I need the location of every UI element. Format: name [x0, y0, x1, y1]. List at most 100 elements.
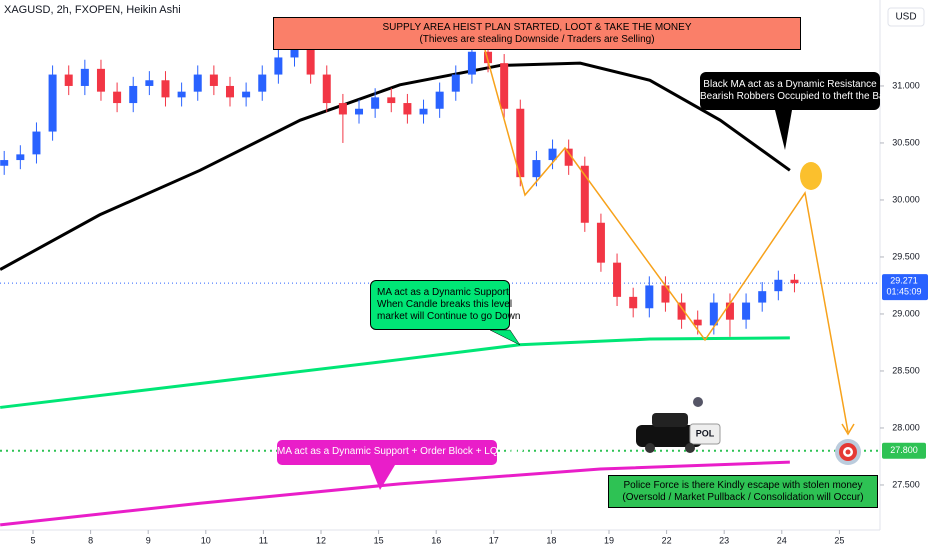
candle-body [467, 51, 476, 75]
candle-body [613, 262, 622, 297]
candle-body [274, 57, 283, 75]
annotation-box: Police Force is there Kindly escape with… [608, 475, 878, 508]
x-tick-label: 16 [431, 535, 441, 545]
candle-body [484, 51, 493, 64]
x-tick-label: 24 [777, 535, 787, 545]
annotation-text: SUPPLY AREA HEIST PLAN STARTED, LOOT & T… [382, 22, 692, 33]
annotation-text: When Candle breaks this level [377, 299, 513, 310]
candle-body [709, 302, 718, 326]
candle-body [758, 291, 767, 303]
candle-body [225, 85, 234, 98]
x-tick-label: 8 [88, 535, 93, 545]
candle-body [48, 74, 57, 132]
candle-body [338, 103, 347, 115]
callout-tail [489, 329, 521, 346]
x-tick-label: 9 [146, 535, 151, 545]
candle-body [451, 74, 460, 92]
candle-body [774, 279, 783, 292]
currency-box [887, 7, 925, 27]
annotation-text: MA act as a Dynamic Support [377, 287, 509, 298]
x-tick-label: 12 [316, 535, 326, 545]
candle-body [258, 74, 267, 92]
y-tick-label: 30.000 [892, 194, 920, 204]
candle-body [177, 91, 186, 98]
candle-body [80, 68, 89, 86]
candle-body [419, 108, 428, 115]
candle-body [355, 108, 364, 115]
annotation-text: Bearish Robbers Occupied to theft the Ba… [700, 91, 896, 102]
svg-text:POL: POL [696, 428, 715, 438]
candle-body [209, 74, 218, 86]
candle-body [161, 80, 170, 98]
last-price-label: 29.271 [890, 275, 918, 285]
y-tick-label: 28.000 [892, 422, 920, 432]
candle-body [564, 148, 573, 166]
chart-title: XAGUSD, 2h, FXOPEN, Heikin Ashi [4, 4, 181, 16]
annotation-text: Police Force is there Kindly escape with… [623, 480, 863, 491]
annotation-text: (Oversold / Market Pullback / Consolidat… [622, 492, 864, 503]
candle-body [371, 97, 380, 109]
x-tick-label: 10 [201, 535, 211, 545]
x-tick-label: 25 [834, 535, 844, 545]
level-tag [882, 442, 926, 459]
currency: USD [895, 12, 916, 23]
annotation-text: MA act as a Dynamic Support + Order Bloc… [277, 446, 524, 457]
candle-body [242, 91, 251, 98]
moving-average-line [0, 61, 791, 271]
candle-body [113, 91, 122, 104]
candle-body [725, 302, 734, 320]
candle-body [403, 103, 412, 115]
candle-body [790, 279, 799, 284]
candle-body [145, 80, 154, 86]
annotation-box: Black MA act as a Dynamic Resistance Bear… [700, 72, 896, 110]
x-tick-label: 15 [374, 535, 384, 545]
candle-body [629, 296, 638, 309]
level-label: 27.800 [890, 445, 918, 455]
candle-body [129, 85, 138, 104]
y-tick-label: 29.000 [892, 308, 920, 318]
annotation-text: (Thieves are stealing Downside / Traders… [419, 34, 655, 45]
candle-body [532, 160, 541, 178]
candle-body [0, 160, 9, 166]
projection-arrowhead [841, 423, 855, 436]
x-tick-label: 22 [662, 535, 672, 545]
pointing-hand-icon [800, 162, 822, 190]
y-tick-label: 31.000 [892, 80, 920, 90]
annotation-box: MA act as a Dynamic Support When Candle b… [370, 280, 521, 330]
candle-body [580, 165, 589, 223]
x-tick-label: 18 [546, 535, 556, 545]
annotation-text: market will Continue to go Down [377, 311, 521, 322]
candle-body [693, 319, 702, 326]
candle-body [596, 222, 605, 263]
projection-path [484, 49, 849, 433]
candle-body [435, 91, 444, 109]
candle-body [387, 97, 396, 104]
candle-body [677, 302, 686, 320]
x-tick-label: 19 [604, 535, 614, 545]
y-tick-label: 27.500 [892, 479, 920, 489]
candle-body [290, 46, 299, 58]
candle-body [306, 46, 315, 75]
candle-body [516, 108, 525, 178]
candle-body [64, 74, 73, 86]
candle-body [32, 131, 41, 155]
candle-body [645, 285, 654, 309]
y-tick-label: 30.500 [892, 137, 920, 147]
candle-body [16, 154, 25, 161]
candle-body [661, 285, 670, 303]
annotation-box: SUPPLY AREA HEIST PLAN STARTED, LOOT & T… [273, 17, 801, 50]
countdown-label: 01:45:09 [886, 286, 921, 296]
callout-tail [775, 110, 792, 150]
candle-body [96, 68, 105, 92]
target-icon [835, 439, 861, 465]
y-tick-label: 28.500 [892, 365, 920, 375]
callout-tail [370, 465, 395, 490]
moving-average-line [0, 460, 790, 527]
x-tick-label: 17 [489, 535, 499, 545]
candle-body [500, 63, 509, 109]
last-price-tag [882, 274, 928, 301]
annotation-box: MA act as a Dynamic Support + Order Bloc… [277, 440, 524, 465]
police-car-icon: POL [636, 397, 721, 453]
candle-body [548, 148, 557, 161]
